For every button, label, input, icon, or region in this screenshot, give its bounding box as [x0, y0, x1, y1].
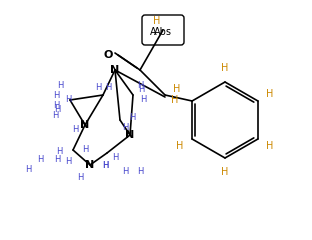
Text: H: H [129, 114, 135, 122]
Text: N: N [80, 120, 90, 130]
Text: H: H [65, 96, 71, 104]
Text: H: H [102, 161, 108, 169]
Text: H: H [82, 145, 88, 155]
Text: H: H [137, 168, 143, 176]
Text: H: H [77, 173, 83, 181]
Text: H: H [53, 90, 59, 100]
Text: N: N [125, 130, 134, 140]
Text: H: H [53, 101, 59, 109]
Text: H: H [95, 83, 101, 91]
Text: H: H [52, 110, 58, 120]
Text: H: H [25, 166, 31, 174]
FancyBboxPatch shape [142, 15, 184, 45]
Text: H: H [54, 106, 60, 114]
Text: Abs: Abs [154, 27, 172, 37]
Text: H: H [54, 156, 60, 164]
Text: N: N [110, 65, 119, 75]
Text: H: H [102, 161, 108, 169]
Text: H: H [140, 96, 146, 104]
Text: H: H [137, 80, 143, 90]
Text: H: H [176, 141, 184, 151]
Text: H: H [112, 154, 118, 162]
Text: H: H [105, 83, 111, 91]
Text: H: H [72, 126, 78, 134]
Text: H: H [122, 168, 128, 176]
Text: N: N [85, 160, 95, 170]
Text: H: H [153, 16, 161, 26]
Text: H: H [221, 167, 229, 177]
Text: H: H [122, 124, 128, 132]
Text: O: O [103, 50, 113, 60]
Text: H: H [37, 156, 43, 164]
Text: H: H [138, 85, 144, 95]
Text: H: H [171, 95, 179, 105]
Text: H: H [57, 80, 63, 90]
Text: H: H [173, 84, 181, 94]
Text: H: H [266, 89, 274, 99]
Text: H: H [266, 141, 274, 151]
Text: A: A [150, 27, 156, 37]
Text: H: H [65, 157, 71, 167]
Text: H: H [221, 63, 229, 73]
Text: H: H [56, 148, 62, 156]
